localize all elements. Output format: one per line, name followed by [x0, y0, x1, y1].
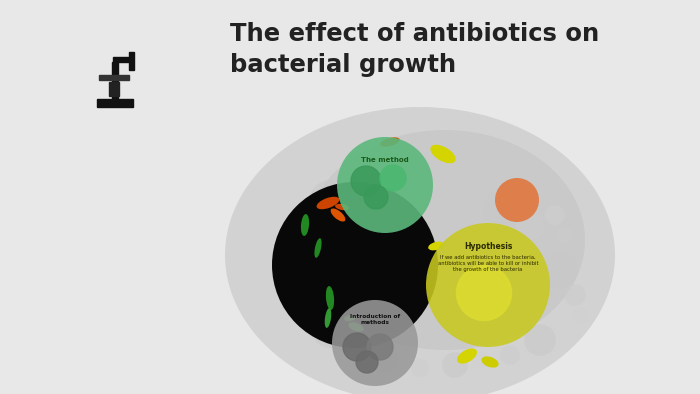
Circle shape — [495, 178, 539, 222]
Circle shape — [272, 182, 438, 348]
Ellipse shape — [482, 357, 498, 368]
Circle shape — [292, 277, 308, 293]
Ellipse shape — [314, 238, 321, 258]
Ellipse shape — [430, 145, 456, 163]
Ellipse shape — [301, 214, 309, 236]
Text: If we add antibiotics to the bacteria,
antibiotics will be able to kill or inhib: If we add antibiotics to the bacteria, a… — [438, 255, 538, 272]
Ellipse shape — [225, 107, 615, 394]
Circle shape — [298, 296, 322, 320]
Circle shape — [367, 334, 393, 360]
Circle shape — [500, 345, 520, 365]
Circle shape — [356, 351, 378, 373]
Ellipse shape — [325, 308, 331, 328]
Bar — [97, 98, 133, 106]
Circle shape — [442, 352, 468, 378]
Bar — [129, 52, 134, 70]
Text: Hypothesis: Hypothesis — [464, 242, 512, 251]
Circle shape — [426, 223, 550, 347]
Circle shape — [524, 324, 556, 356]
Ellipse shape — [305, 130, 585, 350]
Circle shape — [545, 205, 565, 225]
Bar — [99, 75, 129, 80]
Ellipse shape — [330, 208, 345, 221]
Circle shape — [337, 137, 433, 233]
Circle shape — [516, 211, 544, 239]
Ellipse shape — [428, 242, 444, 250]
Circle shape — [366, 191, 384, 209]
Circle shape — [345, 202, 371, 228]
Circle shape — [542, 252, 578, 288]
Ellipse shape — [316, 197, 340, 209]
Circle shape — [291, 246, 319, 274]
Circle shape — [351, 166, 381, 196]
Circle shape — [564, 284, 586, 306]
Circle shape — [483, 188, 527, 232]
Circle shape — [346, 339, 364, 357]
Circle shape — [572, 307, 588, 323]
Circle shape — [372, 347, 398, 373]
Circle shape — [332, 300, 418, 386]
Ellipse shape — [349, 322, 363, 332]
Text: The method: The method — [361, 157, 409, 163]
Text: Introduction of
methods: Introduction of methods — [350, 314, 400, 325]
Circle shape — [343, 333, 371, 361]
Circle shape — [310, 180, 350, 220]
Text: The effect of antibiotics on
bacterial growth: The effect of antibiotics on bacterial g… — [230, 22, 599, 77]
Bar — [112, 62, 118, 100]
Ellipse shape — [326, 286, 334, 310]
Circle shape — [312, 312, 348, 348]
Ellipse shape — [457, 348, 477, 364]
Circle shape — [557, 227, 573, 243]
Bar — [109, 82, 119, 96]
Circle shape — [472, 352, 488, 368]
Ellipse shape — [335, 204, 349, 210]
Bar — [113, 57, 133, 62]
Circle shape — [380, 165, 406, 191]
Circle shape — [411, 359, 429, 377]
Ellipse shape — [344, 315, 356, 321]
Circle shape — [299, 226, 317, 244]
Ellipse shape — [380, 138, 400, 147]
Circle shape — [364, 185, 388, 209]
Circle shape — [457, 266, 511, 320]
